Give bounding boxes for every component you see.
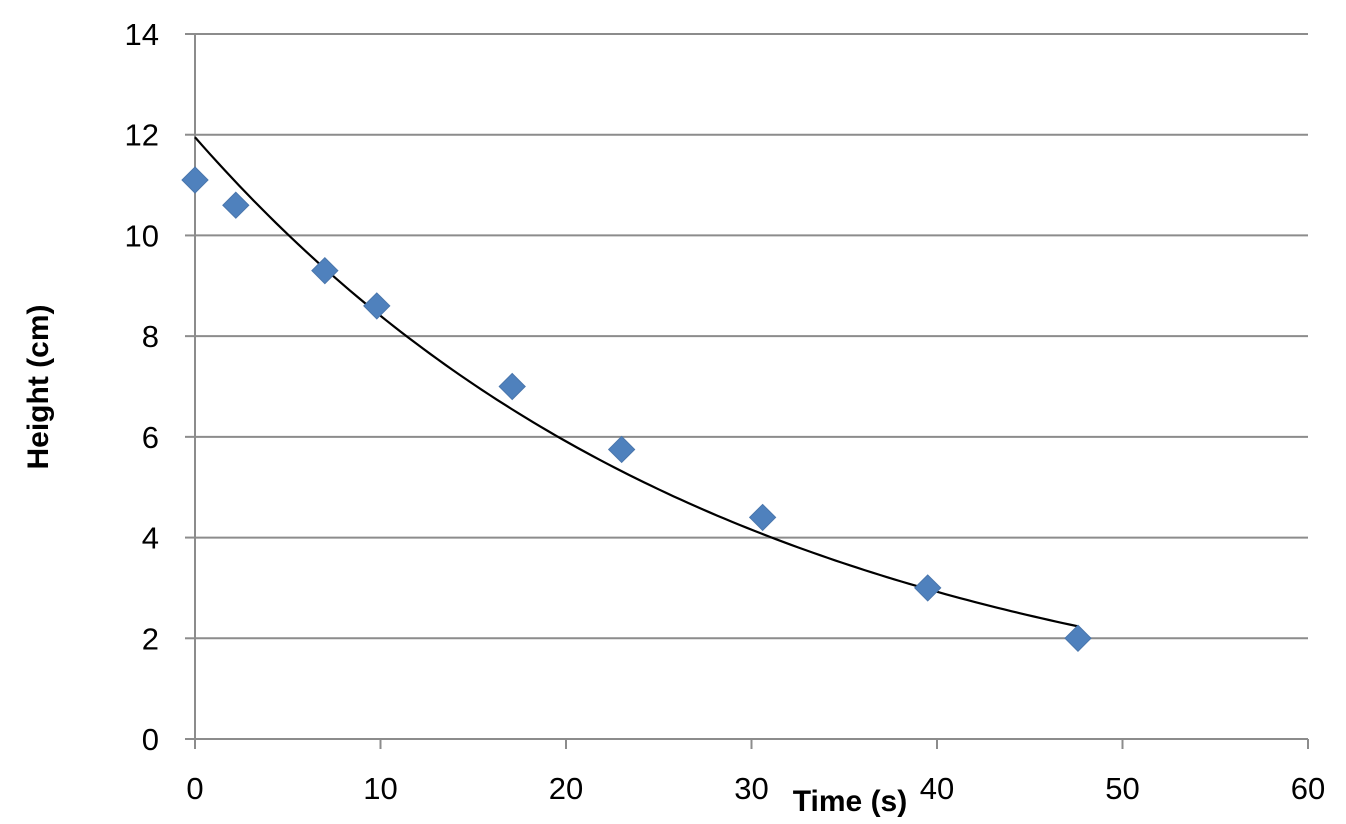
y-tick-label: 2 xyxy=(142,621,159,656)
y-tick-label: 12 xyxy=(125,118,159,153)
trendline-layer xyxy=(194,136,1079,628)
y-tick-label: 4 xyxy=(142,521,159,556)
axes xyxy=(185,33,1309,749)
x-tick-label: 40 xyxy=(920,771,954,806)
data-point xyxy=(181,166,209,194)
y-tick-label: 0 xyxy=(142,722,159,757)
x-tick-label: 30 xyxy=(734,771,768,806)
x-tick-label: 10 xyxy=(363,771,397,806)
data-points xyxy=(181,166,1092,652)
y-tick-label: 14 xyxy=(125,17,159,52)
x-tick-label: 20 xyxy=(549,771,583,806)
x-tick-label: 0 xyxy=(186,771,203,806)
data-point xyxy=(363,292,391,320)
x-tick-label: 50 xyxy=(1105,771,1139,806)
x-axis-title: Time (s) xyxy=(793,785,907,818)
data-point xyxy=(914,574,942,602)
y-tick-label: 6 xyxy=(142,420,159,455)
data-point xyxy=(222,191,250,219)
y-tick-label: 8 xyxy=(142,319,159,354)
data-point xyxy=(1064,624,1092,652)
data-point xyxy=(748,503,777,532)
gridlines xyxy=(195,33,1308,640)
y-axis-title: Height (cm) xyxy=(22,305,55,470)
data-point xyxy=(498,372,526,401)
x-tick-label: 60 xyxy=(1291,771,1325,806)
trendline xyxy=(194,136,1079,628)
y-tick-label: 10 xyxy=(125,218,159,253)
data-point xyxy=(607,435,636,464)
data-point xyxy=(311,256,339,285)
tick-labels: 0 2 4 6 8 10 12 14 0 10 20 30 40 50 60 xyxy=(125,17,1326,806)
